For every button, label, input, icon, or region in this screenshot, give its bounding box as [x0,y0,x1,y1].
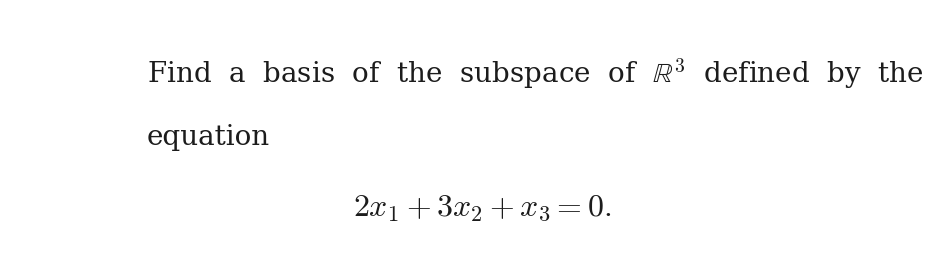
Text: equation: equation [147,124,270,151]
Text: $2x_1 + 3x_2 + x_3 = 0.$: $2x_1 + 3x_2 + x_3 = 0.$ [353,192,612,223]
Text: Find  a  basis  of  the  subspace  of  $\mathbb{R}^3$  defined  by  the: Find a basis of the subspace of $\mathbb… [147,56,923,91]
